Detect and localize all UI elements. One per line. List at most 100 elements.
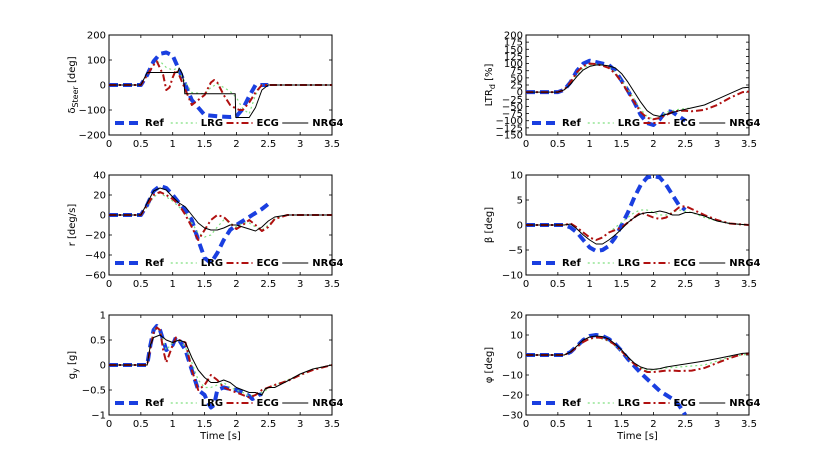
x-tick-label: 2.5 bbox=[260, 419, 276, 430]
legend-label-ref: Ref bbox=[562, 258, 581, 269]
y-tick-label: −50 bbox=[502, 102, 523, 113]
x-tick-label: 3 bbox=[297, 279, 303, 290]
series-group bbox=[526, 58, 749, 127]
y-tick-label: −125 bbox=[496, 123, 523, 134]
legend-label-nrg4: NRG4 bbox=[312, 118, 343, 129]
y-tick-label: 200 bbox=[504, 31, 523, 42]
y-tick-label: −20 bbox=[85, 231, 106, 242]
x-tick-label: 2.5 bbox=[260, 279, 276, 290]
y-tick-label: 10 bbox=[510, 171, 523, 182]
x-tick-label: 2 bbox=[233, 279, 239, 290]
series-line-ref bbox=[526, 175, 687, 253]
series-group bbox=[526, 333, 749, 415]
plot-area bbox=[525, 34, 750, 136]
x-tick-label: 2 bbox=[233, 419, 239, 430]
legend-label-lrg: LRG bbox=[618, 258, 640, 269]
series-group bbox=[109, 324, 332, 410]
legend-label-lrg: LRG bbox=[618, 118, 640, 129]
x-tick-label: 0.5 bbox=[133, 139, 149, 150]
y-tick-label: 75 bbox=[510, 66, 523, 77]
x-tick-label: 3.5 bbox=[324, 279, 340, 290]
legend-label-ref: Ref bbox=[562, 398, 581, 409]
y-axis-label: gy [g] bbox=[67, 351, 80, 380]
y-tick-label: 1 bbox=[100, 311, 106, 322]
x-tick-label: 0 bbox=[106, 419, 112, 430]
y-axis-label: r [deg/s] bbox=[67, 204, 78, 247]
legend-label-nrg4: NRG4 bbox=[312, 258, 343, 269]
x-tick-label: 0.5 bbox=[133, 279, 149, 290]
y-tick-label: 0 bbox=[100, 211, 106, 222]
y-tick-label: 0 bbox=[100, 361, 106, 372]
x-tick-label: 1.5 bbox=[197, 419, 213, 430]
x-tick-label: 1.5 bbox=[197, 279, 213, 290]
series-line-ecg bbox=[526, 205, 749, 241]
legend-label-ref: Ref bbox=[145, 258, 164, 269]
series-line-ecg bbox=[109, 60, 332, 111]
x-tick-label: 1.5 bbox=[614, 419, 630, 430]
y-tick-label: −100 bbox=[79, 106, 106, 117]
y-tick-label: −60 bbox=[85, 271, 106, 282]
x-tick-label: 3 bbox=[714, 139, 720, 150]
x-tick-label: 3.5 bbox=[741, 419, 757, 430]
legend-label-lrg: LRG bbox=[201, 398, 223, 409]
legend-label-ref: Ref bbox=[145, 398, 164, 409]
y-axis-label: δSteer [deg] bbox=[67, 56, 80, 113]
x-tick-label: 2.5 bbox=[677, 139, 693, 150]
y-tick-label: 0.5 bbox=[90, 336, 106, 347]
x-tick-label: 1 bbox=[170, 279, 176, 290]
y-tick-label: −5 bbox=[508, 246, 523, 257]
y-axis-label: φ [deg] bbox=[484, 347, 495, 384]
x-tick-label: 2.5 bbox=[260, 139, 276, 150]
y-tick-label: −100 bbox=[496, 116, 523, 127]
y-tick-label: −30 bbox=[502, 411, 523, 422]
y-tick-label: −10 bbox=[502, 271, 523, 282]
y-tick-label: 100 bbox=[87, 56, 106, 67]
x-tick-label: 1.5 bbox=[614, 279, 630, 290]
y-tick-label: 0 bbox=[517, 351, 523, 362]
y-tick-label: 0 bbox=[517, 88, 523, 99]
y-tick-label: 100 bbox=[504, 59, 523, 70]
series-line-nrg4 bbox=[526, 64, 749, 117]
y-tick-label: 175 bbox=[504, 38, 523, 49]
series-group bbox=[109, 50, 332, 119]
series-line-lrg bbox=[526, 63, 692, 120]
x-tick-label: 3.5 bbox=[324, 139, 340, 150]
series-line-nrg4 bbox=[526, 210, 749, 245]
legend-label-ecg: ECG bbox=[257, 258, 279, 269]
x-tick-label: 0.5 bbox=[550, 139, 566, 150]
x-tick-label: 2.5 bbox=[677, 419, 693, 430]
x-tick-label: 3.5 bbox=[741, 279, 757, 290]
legend-label-nrg4: NRG4 bbox=[729, 118, 760, 129]
x-tick-label: 0.5 bbox=[550, 419, 566, 430]
y-tick-label: 25 bbox=[510, 81, 523, 92]
series-line-nrg4 bbox=[109, 187, 332, 232]
series-line-ref bbox=[109, 50, 269, 119]
x-tick-label: 0.5 bbox=[550, 279, 566, 290]
x-tick-label: 0.5 bbox=[133, 419, 149, 430]
x-tick-label: 3.5 bbox=[324, 419, 340, 430]
x-tick-label: 3.5 bbox=[741, 139, 757, 150]
series-group bbox=[109, 184, 332, 265]
series-line-nrg4 bbox=[109, 334, 332, 396]
x-tick-label: 0 bbox=[106, 139, 112, 150]
legend-label-ecg: ECG bbox=[257, 398, 279, 409]
legend-label-lrg: LRG bbox=[201, 258, 223, 269]
x-tick-label: 1 bbox=[170, 419, 176, 430]
x-tick-label: 1 bbox=[170, 139, 176, 150]
x-tick-label: 0 bbox=[523, 279, 529, 290]
x-tick-label: 2 bbox=[650, 139, 656, 150]
y-tick-label: 50 bbox=[510, 73, 523, 84]
y-tick-label: −0.5 bbox=[82, 386, 106, 397]
series-line-nrg4 bbox=[526, 335, 749, 370]
y-tick-label: 125 bbox=[504, 52, 523, 63]
y-tick-label: 20 bbox=[93, 191, 106, 202]
legend-label-nrg4: NRG4 bbox=[729, 398, 760, 409]
y-tick-label: −25 bbox=[502, 95, 523, 106]
x-tick-label: 0 bbox=[523, 419, 529, 430]
y-tick-label: 5 bbox=[517, 196, 523, 207]
subplot-2: 0 0.5 1 1.5 2 2.5 3 3.5−150−125−100−75−50−25025… bbox=[484, 31, 761, 151]
series-line-lrg bbox=[109, 192, 332, 238]
legend-label-ecg: ECG bbox=[674, 118, 696, 129]
legend-label-lrg: LRG bbox=[201, 118, 223, 129]
x-tick-label: 2.5 bbox=[677, 279, 693, 290]
